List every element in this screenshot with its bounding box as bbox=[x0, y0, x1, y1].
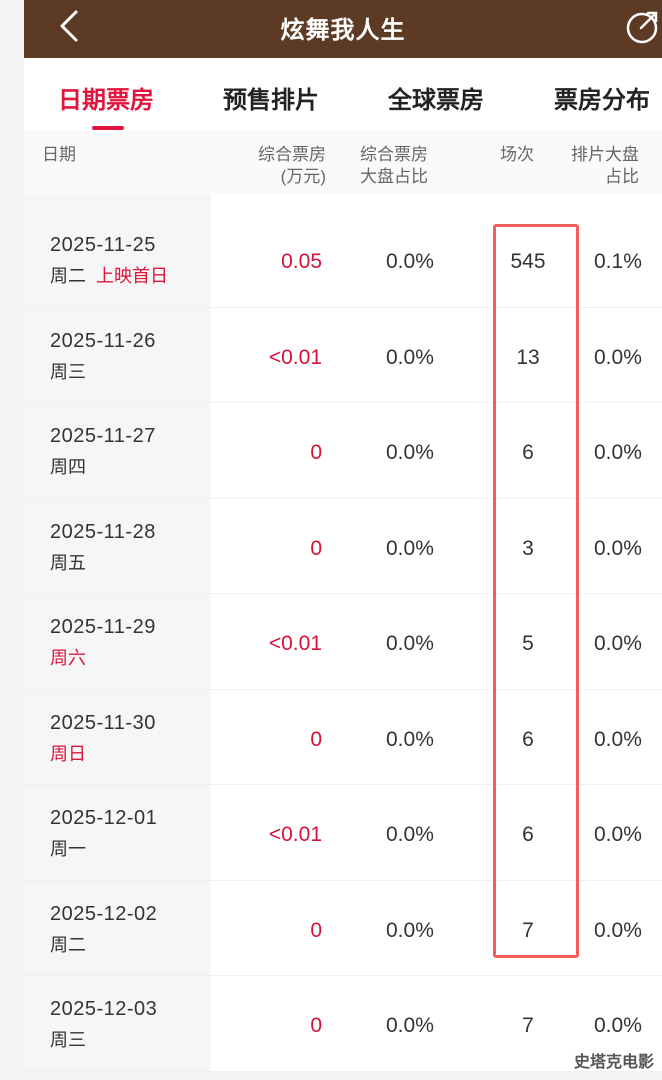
table-row[interactable]: 2025-11-26 周三 <0.01 0.0% 13 0.0% bbox=[24, 307, 662, 403]
row-shows: 6 bbox=[522, 823, 534, 846]
row-shows: 7 bbox=[522, 918, 534, 942]
daily-box-office-table: 2025-11-25 周二 上映首日 0.05 0.0% 545 0.1% 202… bbox=[24, 212, 662, 1072]
row-schedule-share: 0.0% bbox=[594, 727, 642, 751]
table-row[interactable]: 2025-11-27 周四 0 0.0% 6 0.0% bbox=[24, 403, 662, 499]
row-shows: 545 bbox=[510, 250, 546, 273]
row-weekday: 周一 bbox=[50, 839, 86, 859]
row-box-office: 0 bbox=[310, 1014, 322, 1037]
row-share: 0.0% bbox=[386, 632, 434, 655]
row-schedule-share: 0.1% bbox=[594, 250, 642, 273]
table-row[interactable]: 2025-12-01 周一 <0.01 0.0% 6 0.0% bbox=[24, 785, 662, 881]
table-row[interactable]: 2025-11-28 周五 0 0.0% 3 0.0% bbox=[24, 498, 662, 594]
row-date: 2025-11-27 bbox=[50, 425, 156, 447]
row-weekday: 周五 bbox=[50, 552, 86, 573]
table-row[interactable]: 2025-11-30 周日 0 0.0% 6 0.0% bbox=[24, 689, 662, 785]
col-schedule-share: 排片大盘 占比 bbox=[567, 144, 639, 188]
row-weekday: 周二 bbox=[50, 934, 86, 955]
row-share: 0.0% bbox=[386, 918, 434, 942]
row-share: 0.0% bbox=[386, 823, 434, 846]
row-box-office: <0.01 bbox=[268, 823, 322, 846]
tab-presale-schedule[interactable]: 预售排片 bbox=[223, 87, 319, 114]
row-shows: 5 bbox=[522, 632, 534, 655]
row-schedule-share: 0.0% bbox=[594, 345, 642, 369]
watermark: 史塔克电影 bbox=[573, 1054, 654, 1071]
col-box-office: 综合票房 (万元) bbox=[252, 144, 326, 188]
row-schedule-share: 0.0% bbox=[594, 536, 642, 560]
row-shows: 6 bbox=[522, 727, 534, 751]
col-date: 日期 bbox=[42, 145, 76, 164]
row-share: 0.0% bbox=[386, 441, 434, 464]
row-date: 2025-12-03 bbox=[50, 998, 158, 1020]
row-schedule-share: 0.0% bbox=[594, 1014, 642, 1037]
row-share: 0.0% bbox=[386, 345, 434, 369]
row-schedule-share: 0.0% bbox=[594, 918, 642, 942]
row-schedule-share: 0.0% bbox=[594, 823, 642, 846]
col-box-office-line2: (万元) bbox=[280, 167, 326, 186]
tab-global-box-office[interactable]: 全球票房 bbox=[388, 87, 484, 114]
row-date: 2025-12-01 bbox=[50, 807, 158, 829]
tab-box-office-distribution[interactable]: 票房分布 bbox=[554, 87, 650, 114]
release-day-tag: 上映首日 bbox=[96, 266, 168, 286]
active-tab-indicator bbox=[92, 126, 124, 130]
row-weekday: 周三 bbox=[50, 1030, 86, 1050]
header-spacer bbox=[24, 194, 662, 212]
row-date: 2025-11-26 bbox=[50, 329, 156, 352]
row-weekday: 周六 bbox=[50, 648, 86, 668]
row-date: 2025-11-25 bbox=[50, 234, 156, 256]
col-share-line2: 大盘占比 bbox=[360, 167, 428, 186]
table-row[interactable]: 2025-12-03 周三 0 0.0% 7 0.0% bbox=[24, 976, 662, 1072]
row-box-office: 0 bbox=[310, 727, 322, 751]
col-schedule-share-line1: 排片大盘 bbox=[571, 145, 639, 164]
row-box-office: 0.05 bbox=[281, 250, 322, 273]
row-shows: 13 bbox=[516, 345, 540, 369]
table-row[interactable]: 2025-11-25 周二 上映首日 0.05 0.0% 545 0.1% bbox=[24, 212, 662, 308]
row-share: 0.0% bbox=[386, 727, 434, 751]
shows-highlight-box bbox=[493, 224, 579, 958]
row-share: 0.0% bbox=[386, 536, 434, 560]
tab-daily-box-office[interactable]: 日期票房 bbox=[58, 87, 154, 114]
col-box-office-line1: 综合票房 bbox=[258, 145, 326, 164]
row-box-office: <0.01 bbox=[268, 632, 322, 655]
col-share-line1: 综合票房 bbox=[360, 145, 428, 164]
row-shows: 3 bbox=[522, 536, 534, 560]
back-chevron-icon[interactable] bbox=[54, 6, 84, 46]
row-date: 2025-11-28 bbox=[50, 520, 156, 543]
row-share: 0.0% bbox=[386, 250, 434, 273]
col-schedule-share-line2: 占比 bbox=[605, 167, 639, 186]
row-shows: 6 bbox=[522, 441, 534, 464]
table-row[interactable]: 2025-12-02 周二 0 0.0% 7 0.0% bbox=[24, 880, 662, 976]
col-shows: 场次 bbox=[500, 145, 534, 164]
row-box-office: 0 bbox=[310, 918, 322, 942]
row-shows: 7 bbox=[522, 1014, 534, 1037]
top-bar: 炫舞我人生 bbox=[24, 0, 662, 58]
row-weekday: 周四 bbox=[50, 457, 86, 477]
row-weekday: 周二 上映首日 bbox=[50, 266, 168, 286]
row-weekday: 周日 bbox=[50, 743, 86, 764]
table-row[interactable]: 2025-11-29 周六 <0.01 0.0% 5 0.0% bbox=[24, 594, 662, 690]
col-share: 综合票房 大盘占比 bbox=[360, 144, 428, 188]
page-title: 炫舞我人生 bbox=[280, 17, 406, 44]
share-icon[interactable] bbox=[622, 6, 662, 46]
row-schedule-share: 0.0% bbox=[594, 632, 642, 655]
row-share: 0.0% bbox=[386, 1014, 434, 1037]
row-schedule-share: 0.0% bbox=[594, 441, 642, 464]
row-weekday: 周三 bbox=[50, 361, 86, 382]
tab-bar: 日期票房 预售排片 全球票房 票房分布 bbox=[24, 58, 662, 130]
row-box-office: <0.01 bbox=[268, 345, 322, 369]
row-date: 2025-11-29 bbox=[50, 616, 156, 638]
table-header: 日期 综合票房 (万元) 综合票房 大盘占比 场次 排片大盘 占比 bbox=[24, 130, 662, 194]
row-date: 2025-11-30 bbox=[50, 711, 156, 734]
row-box-office: 0 bbox=[310, 441, 322, 464]
row-date: 2025-12-02 bbox=[50, 902, 158, 925]
row-box-office: 0 bbox=[310, 536, 322, 560]
